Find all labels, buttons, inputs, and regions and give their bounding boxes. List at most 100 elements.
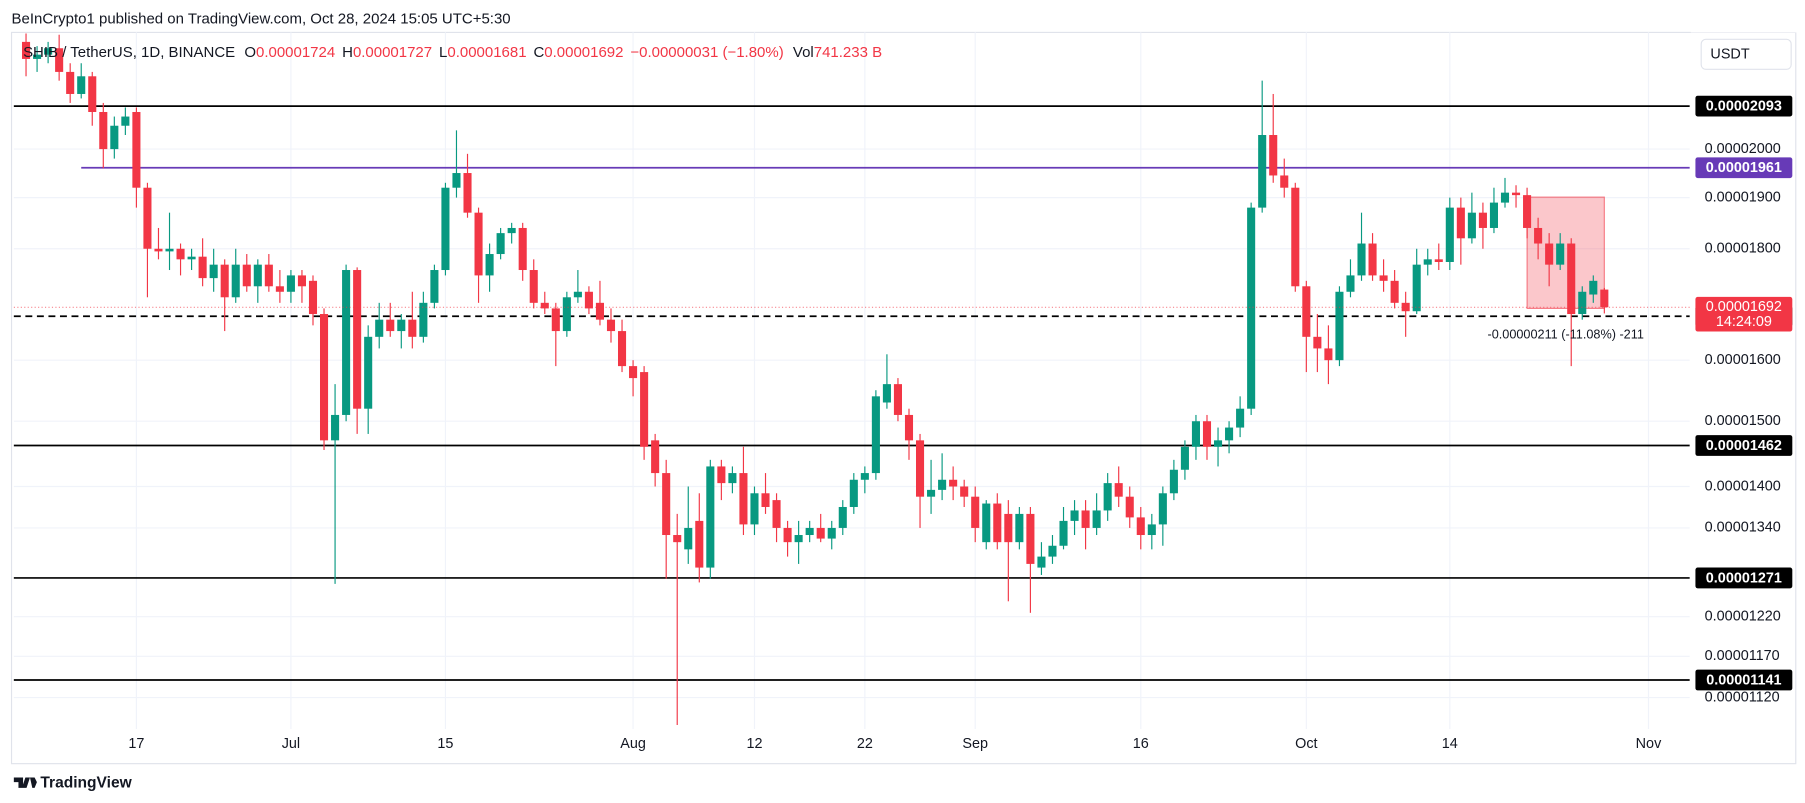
y-tick-label: 0.00001340 (1705, 520, 1781, 536)
candle-body (1114, 483, 1123, 497)
candle-body (584, 291, 593, 309)
candle-body (1412, 264, 1421, 312)
candle-body (1567, 243, 1576, 315)
candle-body (331, 414, 340, 441)
candle-body (1368, 243, 1377, 276)
candle-body (44, 48, 53, 55)
level-tag-label: 0.00001141 (1706, 672, 1781, 688)
legend-key: L (439, 44, 447, 61)
branding: TradingView (40, 774, 132, 791)
logo: TradingView (13, 774, 133, 791)
candles (21, 33, 1609, 726)
candle-body (1158, 493, 1167, 525)
candle-body (397, 319, 406, 332)
axis: 0.00002000 0.00001900 0.00001800 0.00001600… (128, 141, 1780, 752)
candle-body (253, 264, 262, 287)
x-tick-label: Nov (1636, 736, 1662, 752)
candle-body (1313, 336, 1322, 349)
candle-body (231, 264, 240, 298)
candle-body (1489, 202, 1498, 228)
chart-frame (10, 31, 1797, 765)
candle-body (1048, 545, 1057, 557)
candle-body (496, 233, 505, 255)
candle-body (617, 331, 627, 367)
candle-body (838, 506, 847, 528)
candle-body (893, 384, 902, 415)
legend-value: 0.00001724 (256, 44, 335, 61)
candle-body (66, 71, 75, 94)
candle-body (1523, 195, 1532, 228)
candle-body (1379, 275, 1388, 281)
candle-body (1589, 280, 1598, 295)
candle-body (706, 466, 715, 568)
candle-body (77, 76, 86, 94)
candle-body (982, 503, 991, 543)
candle-body (1092, 510, 1101, 528)
candle-body (1346, 275, 1355, 292)
currency-label: USDT (1710, 47, 1749, 63)
candle-body (1302, 286, 1311, 337)
x-tick-label: 14 (1442, 736, 1458, 752)
candle-body (364, 336, 373, 409)
volume-key: Vol (793, 44, 814, 61)
x-tick-label: Aug (620, 736, 646, 752)
candle-body (761, 493, 770, 507)
candle-body (408, 319, 417, 337)
candle-body (1225, 427, 1234, 441)
candle-body (474, 212, 483, 276)
x-tick-label: Sep (962, 736, 988, 752)
candle-body (1511, 192, 1521, 196)
measure-label: -0.00000211 (-11.08%) -211 (1488, 327, 1644, 341)
candle-body (805, 527, 814, 536)
candle-body (1213, 440, 1223, 447)
candle-body (1258, 135, 1267, 208)
candle-body (1423, 259, 1432, 265)
legend-value: 0.00001692 (544, 44, 623, 61)
level-tag (1695, 157, 1793, 179)
candle-body (573, 291, 582, 298)
candle-body (860, 473, 869, 480)
candle-body (342, 270, 351, 415)
candle-body (154, 248, 163, 252)
candle-body (1269, 135, 1278, 176)
x-tick-label: 17 (128, 736, 144, 752)
currency-button[interactable] (1700, 38, 1792, 70)
candle-body (485, 254, 494, 276)
candle-body (264, 264, 273, 287)
candle-body (386, 319, 395, 332)
logo-icon (13, 777, 37, 788)
legend-value: 0.00001681 (447, 44, 526, 61)
candle-body (717, 466, 726, 484)
candle-body (1202, 421, 1212, 447)
legend-key: C (533, 44, 544, 61)
grid (13, 32, 1690, 730)
change: −0.00000031 (−1.80%) (630, 44, 783, 61)
level-tag (1695, 567, 1793, 589)
candle-body (297, 275, 306, 287)
candle-body (1147, 524, 1156, 536)
candle-body (871, 396, 880, 474)
level-tag-label: 0.00001271 (1706, 570, 1782, 586)
candle-body (1125, 496, 1134, 518)
candle-body (507, 227, 516, 234)
candle-body (1037, 556, 1046, 568)
candle-body (606, 319, 616, 332)
candle-body (1004, 513, 1013, 543)
candle-body (1534, 227, 1543, 244)
candle-body (463, 173, 472, 213)
candle-body (684, 527, 693, 550)
candle-body (99, 111, 108, 150)
candle-body (1556, 243, 1565, 265)
candle-body (794, 535, 803, 543)
candle-body (1500, 192, 1510, 203)
levels (13, 105, 1690, 681)
candle-body (915, 440, 925, 497)
candle-body (882, 384, 891, 403)
candle-body (1015, 513, 1024, 543)
candle-body (1059, 520, 1068, 546)
candle-body (319, 314, 329, 441)
candle-body (209, 264, 218, 279)
candle-body (430, 270, 439, 303)
legend-key: H (342, 44, 353, 61)
candle-body (187, 256, 196, 260)
